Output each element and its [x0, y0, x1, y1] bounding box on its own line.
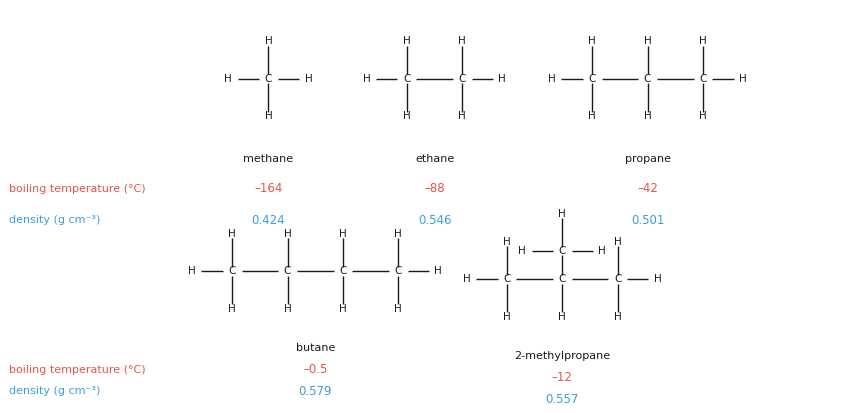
Text: H: H: [548, 74, 556, 84]
Text: H: H: [653, 274, 662, 284]
Text: C: C: [228, 266, 236, 276]
Text: C: C: [339, 266, 347, 276]
Text: H: H: [503, 312, 511, 322]
Text: H: H: [613, 312, 622, 322]
Text: –0.5: –0.5: [303, 363, 327, 376]
Text: H: H: [284, 304, 291, 314]
Text: H: H: [598, 246, 607, 256]
Text: H: H: [463, 274, 471, 284]
Text: H: H: [284, 229, 291, 239]
Text: butane: butane: [296, 343, 335, 353]
Text: H: H: [363, 74, 371, 84]
Text: –12: –12: [552, 371, 573, 384]
Text: H: H: [339, 229, 347, 239]
Text: H: H: [394, 229, 402, 239]
Text: 0.557: 0.557: [545, 393, 579, 406]
Text: –164: –164: [254, 182, 283, 195]
Text: –42: –42: [637, 182, 658, 195]
Text: boiling temperature (°C): boiling temperature (°C): [9, 184, 145, 194]
Text: H: H: [394, 304, 402, 314]
Text: H: H: [739, 74, 747, 84]
Text: H: H: [403, 111, 411, 121]
Text: ethane: ethane: [415, 154, 454, 164]
Text: H: H: [558, 312, 567, 322]
Text: methane: methane: [244, 154, 293, 164]
Text: H: H: [643, 36, 652, 46]
Text: 0.546: 0.546: [417, 214, 452, 227]
Text: H: H: [304, 74, 313, 84]
Text: H: H: [558, 209, 567, 219]
Text: 0.579: 0.579: [298, 385, 332, 398]
Text: H: H: [503, 237, 511, 247]
Text: 0.501: 0.501: [630, 214, 665, 227]
Text: C: C: [265, 74, 272, 84]
Text: C: C: [458, 74, 466, 84]
Text: H: H: [458, 111, 466, 121]
Text: C: C: [394, 266, 402, 276]
Text: H: H: [188, 266, 196, 276]
Text: density (g cm⁻³): density (g cm⁻³): [9, 215, 100, 225]
Text: H: H: [264, 111, 273, 121]
Text: H: H: [264, 36, 273, 46]
Text: C: C: [589, 74, 596, 84]
Text: H: H: [403, 36, 411, 46]
Text: H: H: [224, 74, 233, 84]
Text: C: C: [284, 266, 291, 276]
Text: H: H: [498, 74, 506, 84]
Text: H: H: [699, 36, 707, 46]
Text: H: H: [588, 111, 596, 121]
Text: C: C: [614, 274, 621, 284]
Text: C: C: [559, 246, 566, 256]
Text: H: H: [518, 246, 527, 256]
Text: H: H: [643, 111, 652, 121]
Text: 2-methylpropane: 2-methylpropane: [515, 351, 610, 361]
Text: 0.424: 0.424: [251, 214, 285, 227]
Text: H: H: [458, 36, 466, 46]
Text: H: H: [588, 36, 596, 46]
Text: –88: –88: [424, 182, 445, 195]
Text: H: H: [699, 111, 707, 121]
Text: C: C: [699, 74, 706, 84]
Text: C: C: [403, 74, 411, 84]
Text: H: H: [435, 266, 442, 276]
Text: H: H: [228, 229, 236, 239]
Text: C: C: [559, 274, 566, 284]
Text: H: H: [613, 237, 622, 247]
Text: density (g cm⁻³): density (g cm⁻³): [9, 387, 100, 396]
Text: boiling temperature (°C): boiling temperature (°C): [9, 365, 145, 375]
Text: C: C: [644, 74, 651, 84]
Text: H: H: [339, 304, 347, 314]
Text: H: H: [228, 304, 236, 314]
Text: propane: propane: [625, 154, 671, 164]
Text: C: C: [504, 274, 510, 284]
